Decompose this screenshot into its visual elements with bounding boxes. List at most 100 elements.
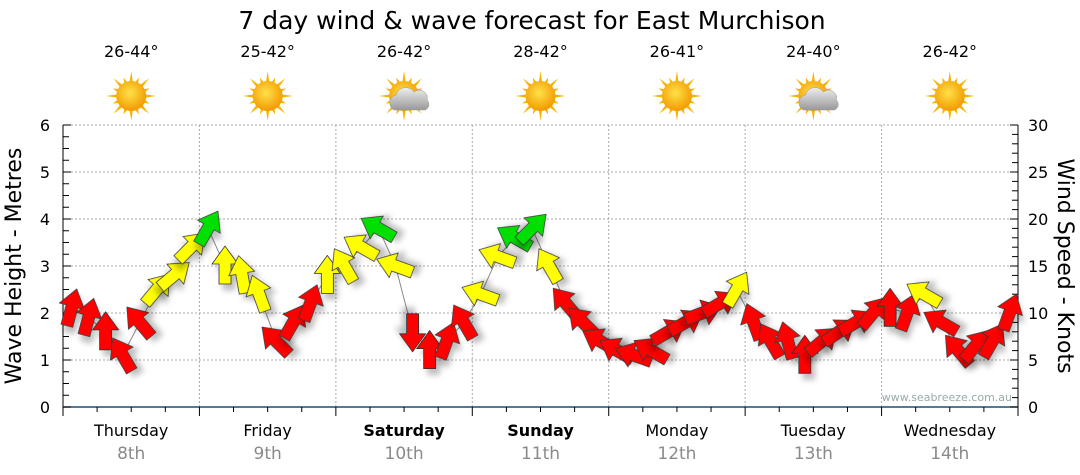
- wind-arrow: [497, 225, 535, 253]
- day-temperature: 28-42°: [513, 42, 568, 61]
- sun-ray: [113, 104, 123, 114]
- wind-arrow: [876, 287, 904, 327]
- sun-ray: [379, 94, 391, 98]
- sun-disc: [661, 81, 692, 111]
- wind-arrow: [261, 326, 294, 359]
- wind-arrow: [245, 274, 272, 314]
- wind-arrow: [536, 248, 564, 286]
- wind-arrow: [331, 248, 360, 286]
- sun-ray: [932, 104, 942, 114]
- wind-arrow: [434, 321, 461, 361]
- y-right-tick-label: 15: [1028, 257, 1048, 276]
- sun-ray: [690, 94, 702, 98]
- wind-arrow: [721, 271, 750, 309]
- day-label: Monday: [645, 421, 708, 440]
- y-right-tick-label: 25: [1028, 163, 1048, 182]
- sun-disc: [934, 81, 965, 111]
- sun-ray: [412, 78, 422, 88]
- wind-arrow: [360, 215, 398, 244]
- chart-title: 7 day wind & wave forecast for East Murc…: [238, 6, 825, 35]
- sunny-icon: [924, 71, 975, 121]
- cloud-shape: [389, 87, 430, 111]
- day-date: 12th: [657, 444, 696, 464]
- wind-arrow: [193, 210, 221, 248]
- sun-ray: [386, 78, 396, 88]
- wind-arrow: [376, 252, 416, 279]
- sun-ray: [554, 94, 566, 98]
- wind-arrow: [894, 293, 921, 333]
- sun-ray: [549, 78, 559, 88]
- sun-ray: [948, 71, 952, 83]
- y-right-tick-label: 0: [1028, 398, 1038, 417]
- sun-ray: [538, 109, 543, 121]
- wind-arrow: [109, 337, 138, 375]
- wind-arrow: [155, 262, 190, 293]
- day-label: Thursday: [93, 421, 168, 440]
- sun-ray: [958, 104, 968, 114]
- sun-disc: [525, 81, 556, 111]
- watermark: www.seabreeze.com.au: [882, 391, 1012, 404]
- sun-ray: [549, 104, 559, 114]
- sun-ray: [522, 104, 532, 114]
- day-date: 10th: [385, 444, 424, 464]
- sun-ray: [265, 71, 270, 83]
- sun-ray: [129, 71, 133, 83]
- wind-arrow: [75, 297, 103, 338]
- sun-ray: [659, 104, 669, 114]
- sun-ray: [932, 78, 942, 88]
- wind-arrow: [478, 243, 518, 270]
- day-date: 11th: [521, 444, 560, 464]
- day-label: Friday: [243, 421, 292, 440]
- sun-ray: [811, 71, 816, 83]
- wind-arrow: [633, 337, 671, 366]
- sun-ray: [113, 78, 123, 88]
- sun-ray: [106, 94, 118, 98]
- sun-ray: [795, 78, 805, 88]
- sun-ray: [402, 71, 406, 83]
- day-temperature: 26-42°: [923, 42, 978, 61]
- day-label: Wednesday: [903, 421, 996, 440]
- wind-arrow: [514, 213, 547, 246]
- day-date: 8th: [117, 444, 145, 464]
- y-left-tick-label: 0: [40, 398, 50, 417]
- sun-ray: [139, 104, 149, 114]
- day-date: 14th: [930, 444, 969, 464]
- day-temperature: 24-40°: [786, 42, 841, 61]
- partly-cloudy-icon: [379, 71, 430, 121]
- y-right-tick-label: 5: [1028, 351, 1038, 370]
- sun-ray: [281, 94, 293, 98]
- wind-arrow: [297, 284, 324, 324]
- wind-arrow: [906, 281, 944, 309]
- sun-ray: [948, 109, 952, 121]
- sun-ray: [675, 109, 679, 121]
- sun-ray: [242, 94, 254, 98]
- day-temperature: 26-44°: [104, 42, 159, 61]
- wind-arrow: [977, 323, 1006, 361]
- y-left-tick-label: 3: [40, 257, 50, 276]
- wind-arrow: [58, 288, 86, 328]
- sun-ray: [249, 104, 259, 114]
- sunny-icon: [106, 71, 157, 121]
- sun-ray: [265, 109, 270, 121]
- day-temperature: 26-41°: [650, 42, 705, 61]
- sun-ray: [675, 71, 679, 83]
- sun-ray: [129, 109, 133, 121]
- y-axis-left-label: Wave Height - Metres: [2, 148, 27, 385]
- sun-ray: [659, 78, 669, 88]
- sun-ray: [685, 78, 695, 88]
- sun-ray: [538, 71, 543, 83]
- sun-ray: [276, 78, 286, 88]
- sun-disc: [116, 81, 147, 111]
- wind-trend-line: [71, 227, 1010, 357]
- sun-ray: [515, 94, 527, 98]
- sun-ray: [522, 78, 532, 88]
- wind-arrow: [126, 306, 157, 341]
- y-left-tick-label: 4: [40, 210, 50, 229]
- sunny-icon: [515, 71, 566, 121]
- wind-arrow: [461, 280, 501, 307]
- wind-arrow: [923, 309, 961, 338]
- sun-ray: [685, 104, 695, 114]
- wind-arrow: [415, 329, 444, 370]
